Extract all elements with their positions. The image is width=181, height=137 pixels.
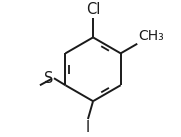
- Text: I: I: [85, 120, 89, 135]
- Text: S: S: [44, 71, 53, 86]
- Text: Cl: Cl: [86, 2, 100, 17]
- Text: CH₃: CH₃: [138, 29, 164, 43]
